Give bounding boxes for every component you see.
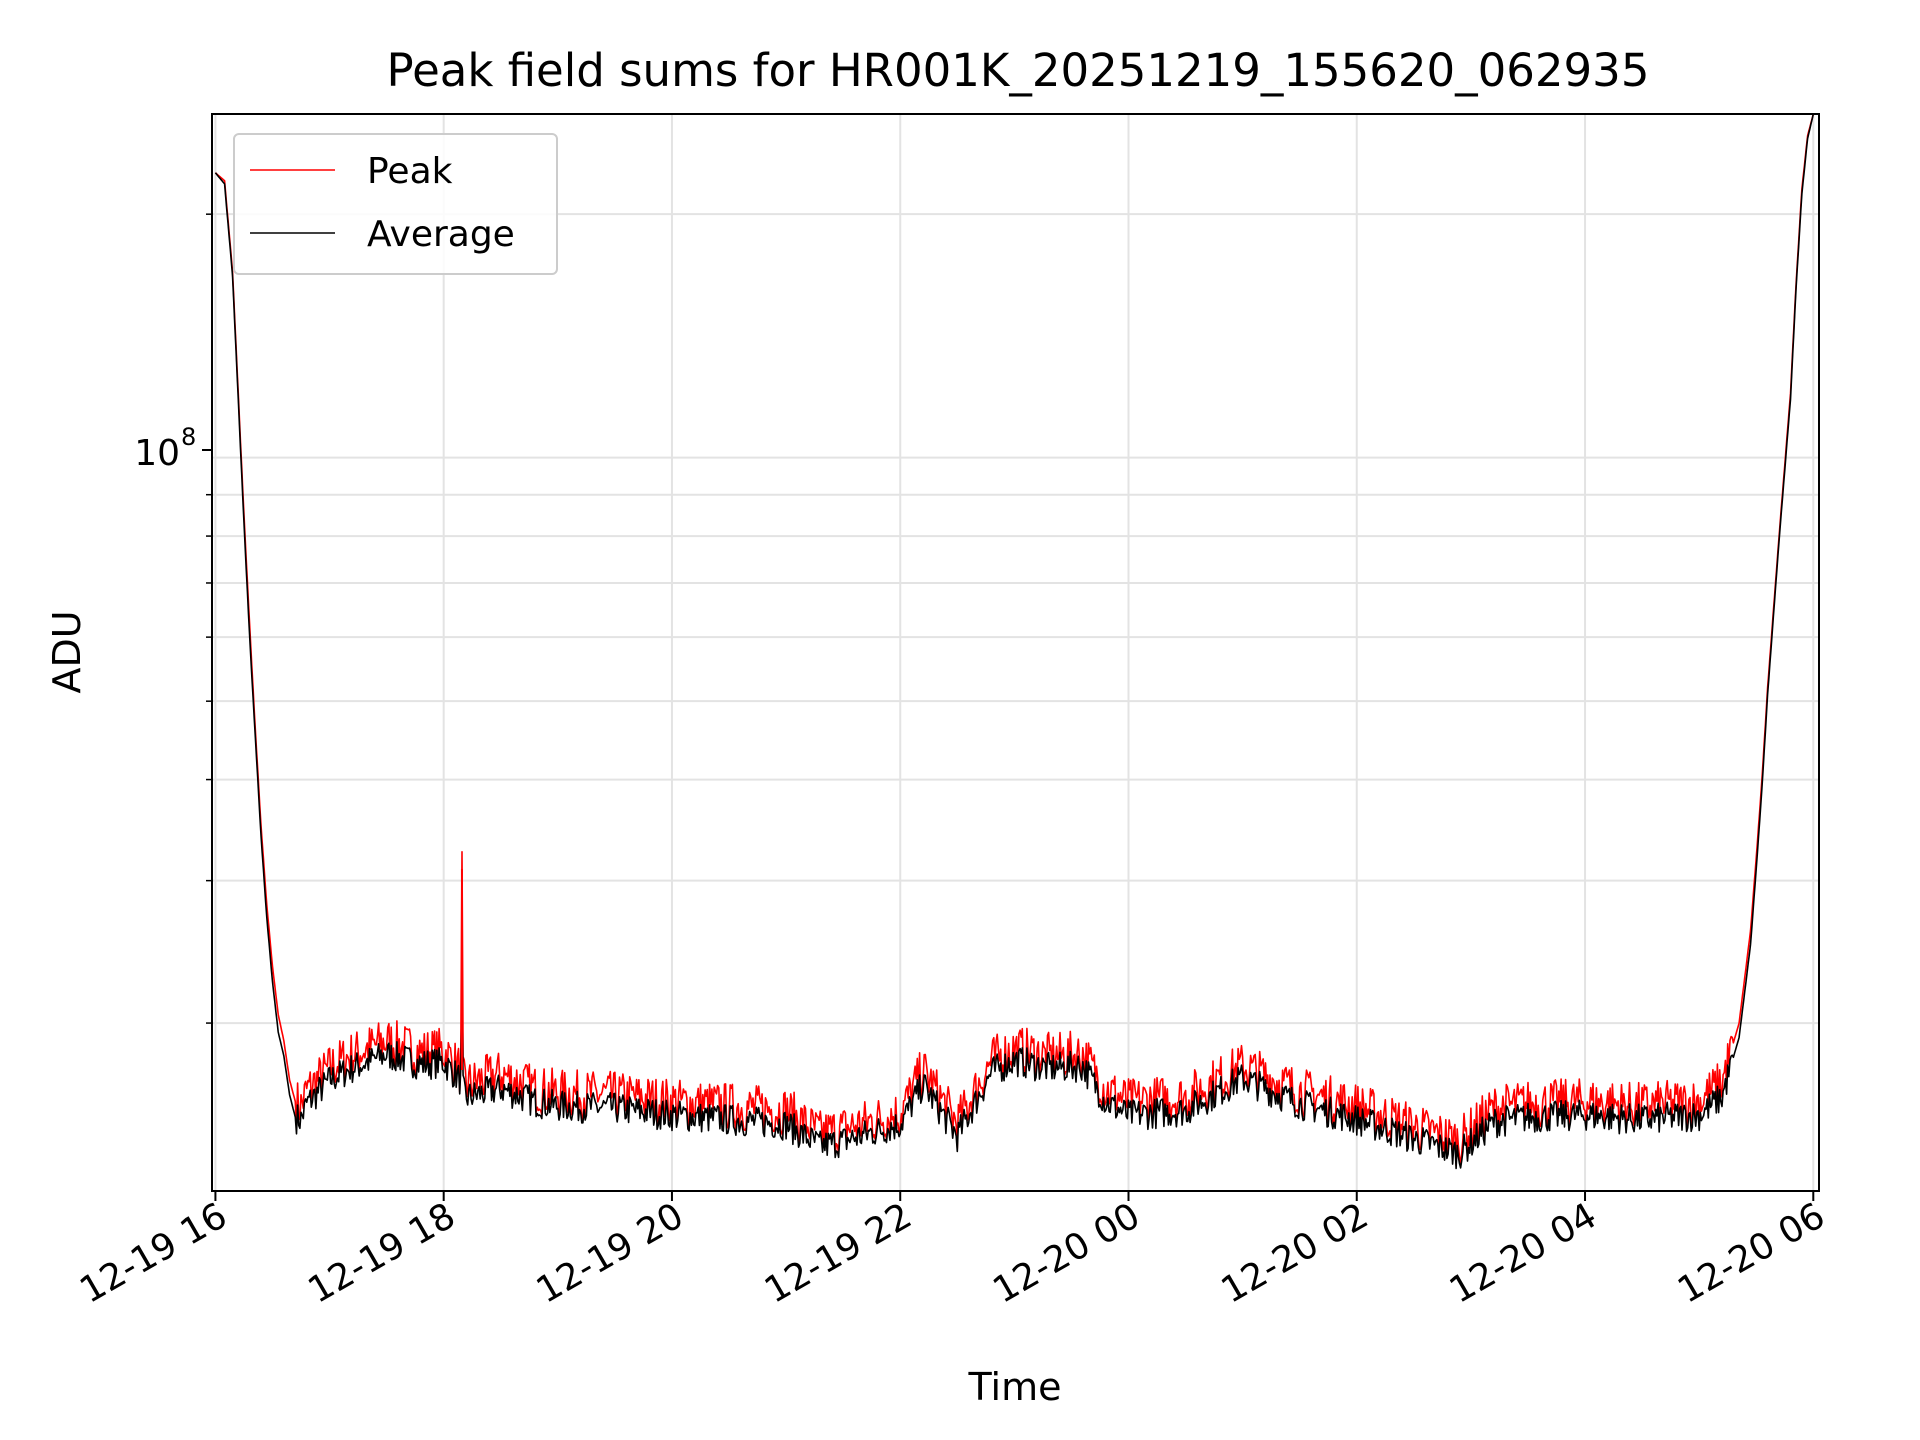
y-axis-label: ADU xyxy=(45,610,89,693)
x-tick-label: 12-20 00 xyxy=(986,1195,1147,1311)
legend-box xyxy=(233,133,558,275)
legend-label-peak: Peak xyxy=(367,151,453,192)
x-tick-label: 12-20 04 xyxy=(1443,1195,1604,1311)
legend: Peak Average xyxy=(233,133,558,275)
x-tick-label: 12-19 18 xyxy=(302,1195,463,1311)
legend-label-average: Average xyxy=(367,214,515,255)
x-tick-label: 12-19 16 xyxy=(73,1195,234,1311)
x-tick-label: 12-20 02 xyxy=(1215,1195,1376,1311)
series-layer xyxy=(214,113,1815,1170)
plot-frame xyxy=(211,113,1820,1192)
series-average-line xyxy=(214,113,1815,1170)
x-tick-label: 12-20 06 xyxy=(1671,1195,1832,1311)
x-axis-label: Time xyxy=(968,1365,1062,1409)
y-tick-label-exponent: 8 xyxy=(181,423,196,451)
grid xyxy=(212,114,1819,1191)
x-tick-label: 12-19 22 xyxy=(758,1195,919,1311)
plot-area xyxy=(212,114,1819,1191)
y-major-tick: 10 8 xyxy=(134,423,212,474)
x-axis-ticks: 12-19 16 12-19 18 12-19 20 12-19 22 12-20 00… xyxy=(73,1191,1832,1312)
x-tick-label: 12-19 20 xyxy=(530,1195,691,1311)
y-tick-label-base: 10 xyxy=(134,433,180,474)
chart-title: Peak field sums for HR001K_20251219_1556… xyxy=(387,44,1650,97)
